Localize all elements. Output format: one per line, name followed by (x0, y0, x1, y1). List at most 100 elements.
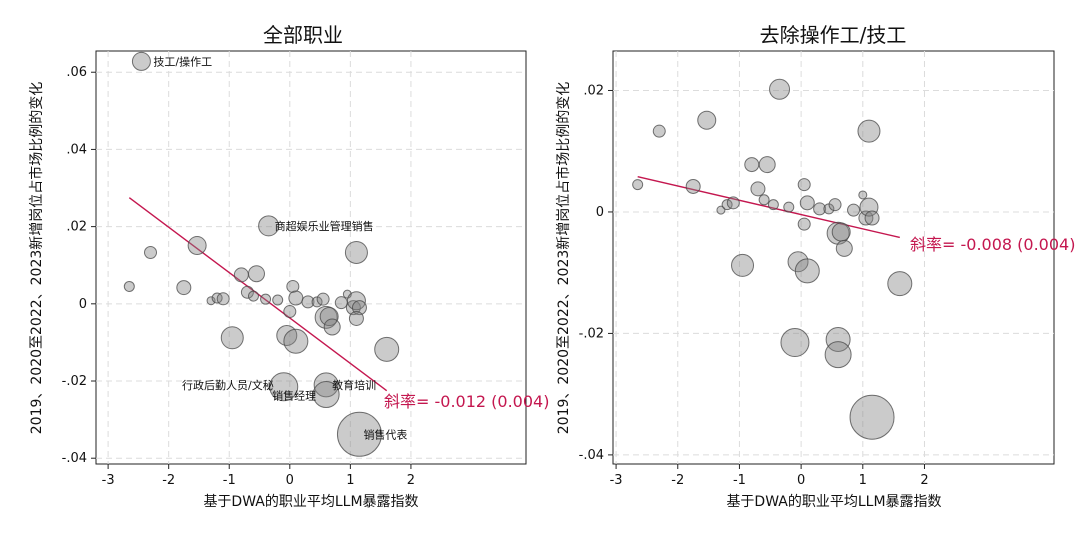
scatter-point (323, 318, 341, 336)
scatter-point (187, 236, 207, 256)
x-tick-label: 0 (797, 473, 805, 488)
scatter-point (847, 203, 861, 217)
scatter-point (258, 215, 280, 237)
y-tick-label: -.02 (579, 326, 604, 341)
x-tick-label: 2 (920, 473, 928, 488)
scatter-point (283, 328, 309, 354)
points-group (632, 78, 913, 440)
scatter-point (750, 181, 766, 197)
scatter-point (797, 217, 811, 231)
scatter-point (767, 199, 779, 211)
scatter-point (831, 222, 851, 242)
plot-frame (612, 50, 1055, 465)
scatter-point (247, 265, 265, 283)
scatter-point (835, 239, 853, 257)
slope-label: 斜率= -0.008 (0.004) (910, 235, 1075, 254)
y-tick-label: .02 (583, 83, 604, 98)
grid-lines (96, 51, 526, 464)
scatter-point (787, 251, 809, 273)
scatter-point (316, 292, 330, 306)
x-tick-label: -2 (671, 473, 684, 488)
scatter-point (825, 326, 851, 352)
scatter-point (794, 258, 820, 284)
scatter-point (697, 110, 717, 130)
x-axis: -3 -2 -1 0 1 2 (610, 464, 929, 488)
scatter-point (769, 78, 791, 100)
x-tick-label: -3 (102, 473, 115, 488)
scatter-point (799, 195, 815, 211)
scatter-point (731, 253, 755, 277)
scatter-point (758, 156, 776, 174)
scatter-point (123, 280, 135, 292)
x-tick-label: -3 (610, 473, 623, 488)
scatter-point (334, 296, 348, 310)
scatter-point (240, 285, 254, 299)
x-tick-label: -1 (733, 473, 746, 488)
y-axis-label: 2019、2020至2022、2023新增岗位占市场比例的变化 (555, 82, 572, 435)
scatter-point (176, 280, 192, 296)
y-tick-label: 0 (596, 205, 604, 220)
points-group (123, 51, 400, 457)
y-tick-label: -.04 (579, 448, 604, 463)
scatter-point (314, 305, 338, 329)
point-label: 销售经理 (272, 389, 316, 403)
scatter-point (758, 194, 770, 206)
scatter-point (849, 394, 895, 440)
x-tick-label: 1 (346, 473, 354, 488)
point-label: 销售代表 (363, 427, 407, 441)
scatter-point (286, 279, 300, 293)
scatter-point (887, 271, 913, 297)
point-label: 行政后勤人员/文秘 (182, 378, 274, 392)
scatter-point (780, 328, 810, 358)
scatter-point (131, 51, 151, 71)
scatter-point (797, 178, 811, 192)
plot-frame (95, 50, 527, 465)
panel-excluding-workers: 去除操作工/技工 -.04 -.02 0 .02 -3 -2 -1 0 1 2 斜率= -0.0… (555, 23, 1075, 510)
chart-title: 去除操作工/技工 (760, 23, 907, 47)
scatter-point (374, 336, 400, 362)
x-axis-label: 基于DWA的职业平均LLM暴露指数 (726, 493, 941, 510)
scatter-point (744, 157, 760, 173)
scatter-point (632, 179, 644, 191)
y-tick-label: .06 (66, 65, 87, 80)
x-tick-label: -2 (162, 473, 175, 488)
slope-label: 斜率= -0.012 (0.004) (384, 392, 549, 411)
scatter-point (313, 372, 339, 398)
scatter-point (283, 305, 297, 319)
y-tick-label: 0 (79, 297, 87, 312)
scatter-point (864, 210, 880, 226)
scatter-point (813, 202, 827, 216)
scatter-point (826, 221, 850, 245)
scatter-point (348, 310, 364, 326)
x-tick-label: 2 (407, 473, 415, 488)
scatter-point (726, 196, 740, 210)
scatter-point (828, 198, 842, 212)
scatter-point (685, 178, 701, 194)
scatter-point (312, 381, 340, 409)
grid-lines (613, 51, 1054, 464)
x-axis: -3 -2 -1 0 1 2 (102, 464, 415, 488)
scatter-point (247, 290, 259, 302)
scatter-point (144, 245, 158, 259)
scatter-point (206, 296, 216, 306)
y-axis: -.04 -.02 0 .02 .04 .06 (62, 65, 96, 466)
scatter-point (824, 341, 852, 369)
scatter-point (344, 240, 368, 264)
chart-title: 全部职业 (263, 23, 343, 47)
x-tick-label: 0 (286, 473, 294, 488)
y-axis: -.04 -.02 0 .02 (579, 83, 613, 463)
scatter-point (272, 294, 284, 306)
y-axis-label: 2019、2020至2022、2023新增岗位占市场比例的变化 (28, 82, 45, 435)
x-tick-label: 1 (859, 473, 867, 488)
panel-all-occupations: 全部职业 -.04 -.02 0 .02 .04 .06 -3 -2 -1 0 1 2 技工/操作工… (28, 23, 549, 510)
scatter-point (858, 190, 868, 200)
y-tick-label: -.02 (62, 374, 87, 389)
scatter-point (301, 295, 315, 309)
point-label: 商超娱乐业管理销售 (275, 219, 374, 233)
scatter-point (319, 307, 339, 327)
scatter-point (858, 210, 874, 226)
scatter-point (783, 201, 795, 213)
y-tick-label: .02 (66, 220, 87, 235)
scatter-point (216, 292, 230, 306)
